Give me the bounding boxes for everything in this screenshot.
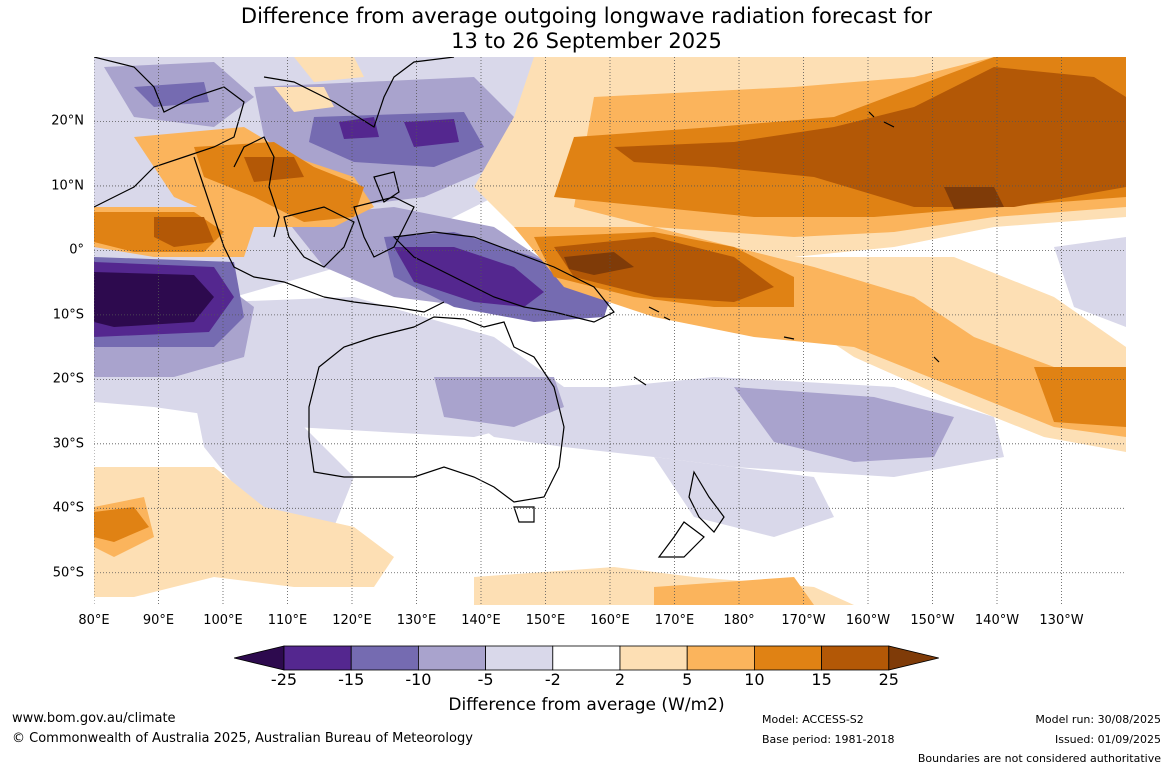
colorbar-segment	[619, 645, 688, 671]
issued-date: Issued: 01/09/2025	[1054, 733, 1161, 746]
colorbar-extend-high	[888, 645, 939, 671]
colorbar-tick: 5	[682, 670, 693, 689]
colorbar-segment	[686, 645, 755, 671]
lon-label-100E: 100°E	[203, 613, 243, 628]
lat-label-40S: 40°S	[52, 500, 84, 516]
lon-label-170E: 170°E	[654, 613, 695, 628]
lon-label-150E: 150°E	[525, 613, 566, 628]
lat-label-10N: 10°N	[51, 178, 84, 194]
map-canvas	[94, 57, 1126, 605]
lat-label-50S: 50°S	[52, 565, 84, 581]
lat-label-30S: 30°S	[52, 436, 84, 452]
lon-label-180: 180°	[723, 613, 755, 628]
lat-label-20N: 20°N	[51, 113, 84, 129]
model-name: Model: ACCESS-S2	[762, 713, 864, 726]
title-line-1: Difference from average outgoing longwav…	[240, 4, 933, 28]
lat-label-10S: 10°S	[52, 307, 84, 323]
lon-label-160W: 160°W	[845, 613, 891, 628]
lon-label-140W: 140°W	[974, 613, 1020, 628]
lat-label-equator: 0°	[69, 242, 84, 258]
colorbar-tick: -5	[477, 670, 494, 689]
lon-label-140E: 140°E	[461, 613, 501, 628]
boundaries-disclaimer: Boundaries are not considered authoritat…	[917, 752, 1161, 765]
lon-label-160E: 160°E	[590, 613, 630, 628]
colorbar-tick: -25	[270, 670, 298, 689]
colorbar	[234, 645, 939, 671]
lon-label-90E: 90°E	[142, 613, 175, 628]
colorbar-segment	[283, 645, 352, 671]
copyright-notice: © Commonwealth of Australia 2025, Austra…	[12, 731, 473, 746]
lat-label-20S: 20°S	[52, 371, 84, 387]
lon-label-170W: 170°W	[781, 613, 826, 628]
coastlines	[94, 57, 940, 558]
colorbar-segment	[485, 645, 554, 671]
lon-label-120E: 120°E	[332, 613, 372, 628]
lon-label-130E: 130°E	[396, 613, 437, 628]
anomaly-darkest-orange	[564, 187, 1004, 275]
anomaly-darkest-purple	[94, 272, 214, 327]
colorbar-tick: 15	[811, 670, 832, 689]
colorbar-segment	[821, 645, 890, 671]
colorbar-segment	[350, 645, 419, 671]
lon-label-130W: 130°W	[1039, 613, 1084, 628]
title-line-2: 13 to 26 September 2025	[451, 29, 722, 53]
website-link[interactable]: www.bom.gov.au/climate	[12, 711, 176, 726]
lon-label-80E: 80°E	[78, 613, 110, 628]
colorbar-tick: -2	[544, 670, 561, 689]
map-title: Difference from average outgoing longwav…	[0, 4, 1173, 54]
model-run-date: Model run: 30/08/2025	[1035, 713, 1161, 726]
lon-label-150W: 150°W	[910, 613, 955, 628]
colorbar-extend-low	[234, 645, 285, 671]
anomaly-deep-orange	[154, 67, 1126, 302]
map-gridlines	[94, 57, 1126, 605]
colorbar-tick: -15	[338, 670, 365, 689]
olr-anomaly-map	[94, 57, 1126, 605]
lon-label-110E: 110°E	[267, 613, 308, 628]
colorbar-tick: 2	[614, 670, 626, 689]
colorbar-segment	[417, 645, 486, 671]
colorbar-tick: 10	[744, 670, 765, 689]
colorbar-tick: -10	[405, 670, 432, 689]
colorbar-tick: 25	[878, 670, 899, 689]
base-period: Base period: 1981-2018	[762, 733, 895, 746]
colorbar-segment	[552, 645, 621, 671]
colorbar-segment	[754, 645, 823, 671]
colorbar-title: Difference from average (W/m2)	[448, 695, 725, 715]
